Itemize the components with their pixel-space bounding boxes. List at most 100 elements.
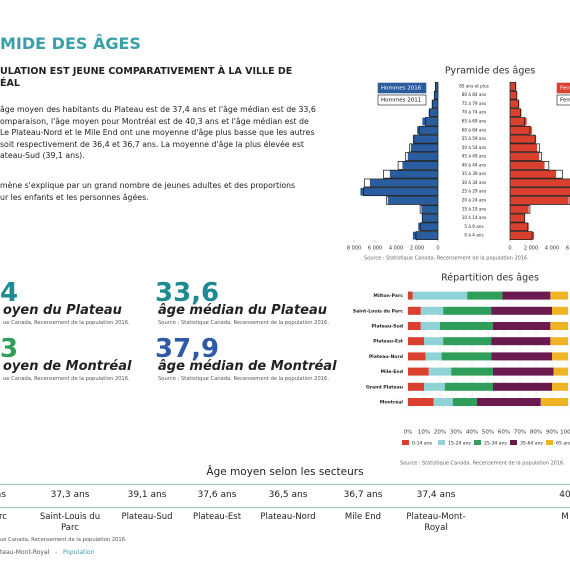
x-tick-label: 6 000 (566, 246, 570, 252)
legend-label: Hommes 2011 (381, 98, 421, 104)
pyramid-bar (509, 222, 530, 231)
sector-age: 39,1 ans (127, 490, 167, 500)
age-group-label: 70 à 74 ans (462, 110, 487, 115)
pyramid-bar (413, 134, 439, 144)
sector-name: Mile End (344, 512, 382, 522)
pyramid-bar (405, 152, 439, 161)
bar-segment (550, 337, 568, 346)
x-tick-label: 8 000 (347, 246, 361, 252)
pyramid-bar (509, 178, 570, 188)
sector-age: 40 (559, 490, 570, 500)
paragraph-line: ur les enfants et les personnes âgées. (0, 192, 149, 202)
x-tick-label: 0% (404, 430, 413, 436)
stat-value: 37,9 (155, 334, 220, 364)
pyramid-bar (509, 231, 533, 240)
stat-label: oyen du Plateau (3, 303, 122, 318)
pyramid-bar (509, 169, 563, 179)
bar-segment (433, 398, 453, 406)
pyramid-bar (410, 143, 439, 152)
paragraph: mène s'explique par un grand nombre de j… (0, 180, 295, 203)
bar-segment (451, 367, 493, 376)
sector-age: ans (0, 490, 6, 500)
pyramid-bar (509, 213, 526, 223)
paragraph-line: mène s'explique par un grand nombre de j… (0, 181, 296, 190)
x-tick-label: 30% (450, 430, 462, 436)
legend-label: 65 ans+ (556, 441, 570, 447)
pyramid-bar (509, 205, 530, 214)
legend-swatch (556, 94, 570, 106)
age-group-label: 80 à 84 ans (462, 92, 487, 97)
bar-segment (408, 306, 421, 315)
category-label: Montréal (380, 399, 404, 406)
stat-source: ue Canada, Recensement de la population … (3, 320, 130, 326)
bar-segment (550, 291, 568, 300)
pyramid-bar (509, 143, 538, 152)
sector-name: Plateau-Nord (260, 512, 316, 522)
pyramid-bar (509, 90, 518, 100)
bar-segment (553, 367, 568, 376)
bar-segment (428, 367, 452, 376)
footer-text: teau-Mont-Royal (0, 549, 50, 556)
paragraph: âge moyen des habitants du Plateau est d… (0, 104, 316, 162)
bar-segment (424, 337, 444, 346)
pyramid-bar (509, 178, 570, 188)
bar-segment (452, 398, 477, 406)
footer-text: Population (62, 549, 95, 556)
legend-label: 35-64 ans (520, 441, 544, 447)
pyramid-bar (416, 126, 439, 135)
pyramid-bar (509, 152, 542, 161)
sector-name: Plateau-Mont-Royal (406, 512, 466, 533)
bar-segment (492, 382, 552, 391)
chart-title: Répartition des âges (441, 273, 539, 284)
category-label: Mile-End (381, 369, 403, 375)
legend-swatch (474, 440, 481, 445)
pyramid-bar (509, 91, 518, 100)
bar-segment (443, 306, 492, 315)
subtitle: ÉAL (0, 78, 20, 89)
age-group-label: 25 à 29 ans (462, 189, 487, 194)
pyramid-bar (431, 99, 439, 109)
pyramid-bar (421, 205, 439, 214)
pyramid-bar (418, 125, 439, 135)
pyramid-bar (509, 213, 525, 223)
bar-segment (420, 322, 440, 330)
x-tick-label: 100% (560, 430, 570, 436)
age-group-label: 75 à 79 ans (462, 101, 487, 106)
pyramid-bar (509, 152, 540, 161)
bar-segment (408, 322, 421, 330)
legend-label: 0-14 ans (412, 441, 433, 447)
age-group-label: 85 ans et plus (459, 83, 489, 88)
x-tick-label: 10% (418, 430, 430, 436)
bar-segment (408, 382, 424, 391)
pyramid-bar (363, 187, 439, 197)
bar-segment (425, 352, 442, 361)
section-title: Âge moyen selon les secteurs (206, 466, 364, 478)
chart-source: Source : Statistique Canada, Recensement… (400, 461, 565, 467)
pyramid-bar (421, 213, 439, 223)
pyramid-bar (422, 213, 439, 223)
x-tick-label: 0 (436, 246, 439, 252)
x-tick-label: 0 (508, 246, 511, 252)
pyramid-bar (407, 152, 439, 161)
pyramid-bar (509, 125, 531, 135)
bar-segment (552, 306, 568, 315)
bar-segment (476, 398, 541, 406)
bar-segment (420, 306, 444, 315)
bar-segment (408, 291, 413, 300)
pyramid-bar (397, 161, 439, 170)
source: ue Canada, Recensement de la population … (0, 537, 127, 543)
category-label: Grand Plateau (366, 384, 403, 390)
bar-segment (408, 337, 424, 346)
sector-age: 37,4 ans (416, 490, 456, 500)
category-label: Plateau-Nord (369, 354, 403, 360)
bar-segment (408, 398, 434, 406)
x-tick-label: 80% (530, 430, 542, 436)
pyramid-bar (369, 178, 439, 188)
legend-label: 25-34 ans (484, 441, 508, 447)
pyramid-bar (509, 82, 517, 91)
bar-segment (424, 382, 445, 391)
sector-age: 36,5 ans (268, 490, 308, 500)
bar-segment (441, 352, 492, 361)
sector-age: 36,7 ans (343, 490, 383, 500)
